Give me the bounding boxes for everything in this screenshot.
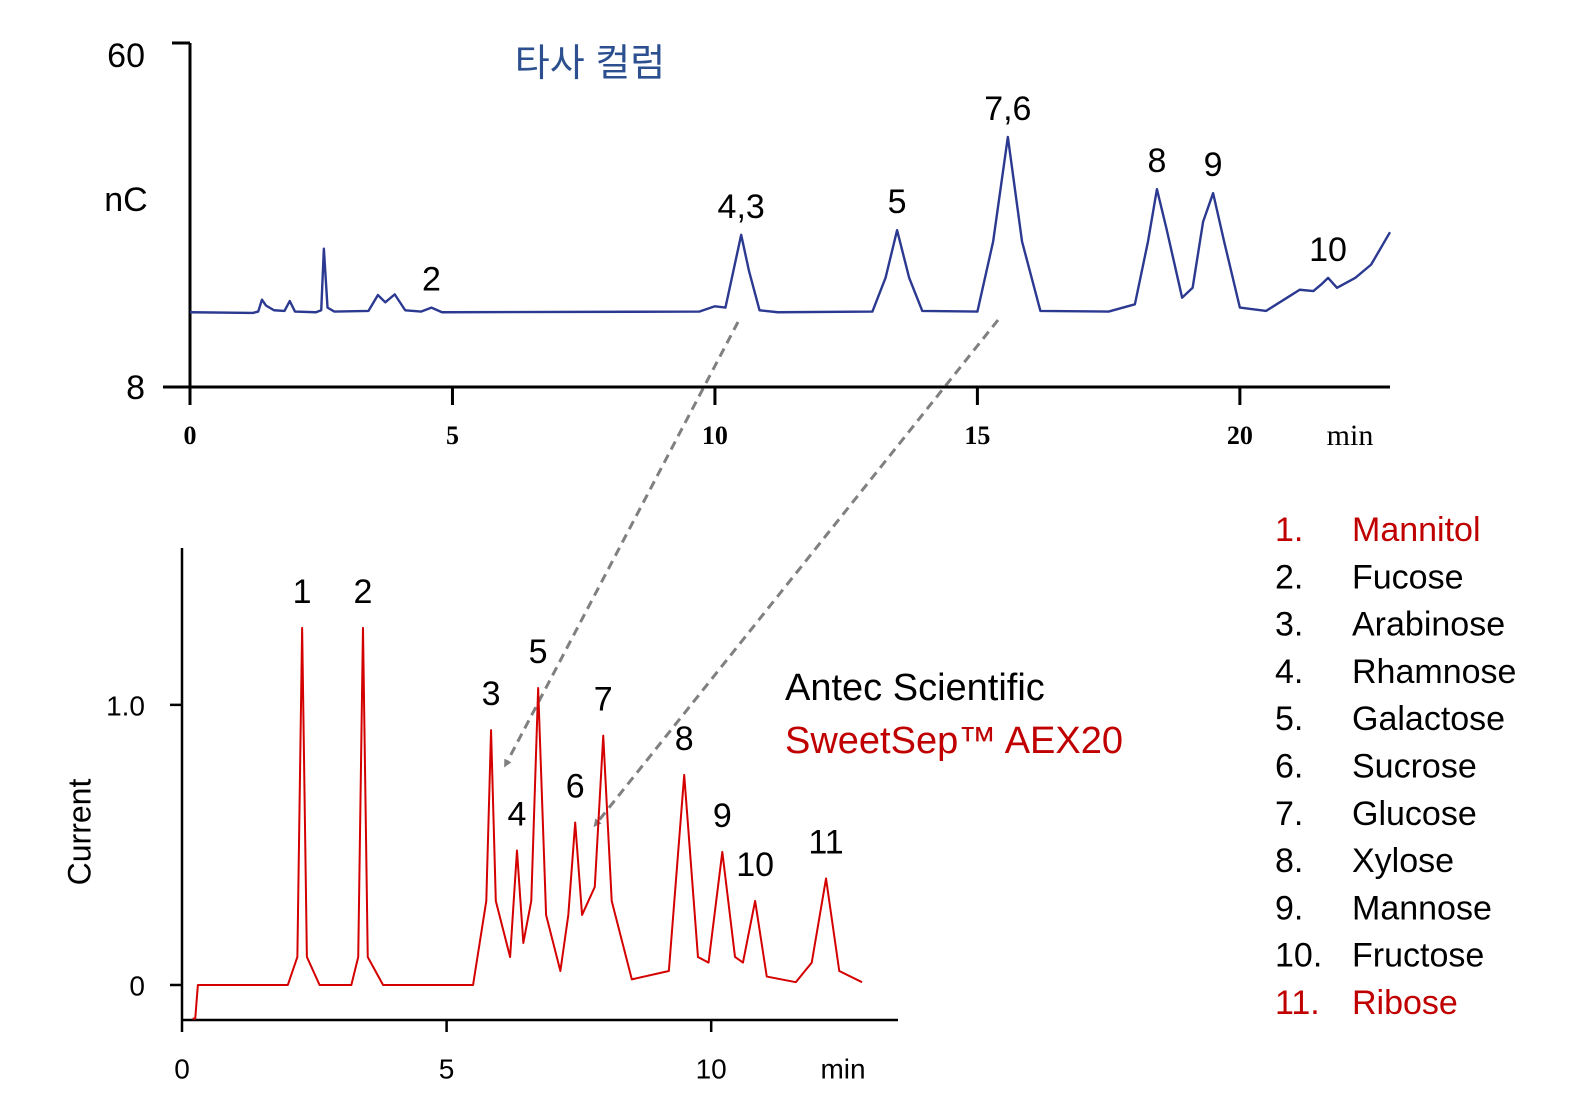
peak-label: 9	[713, 797, 732, 835]
y-tick-label: 0	[129, 970, 145, 1001]
compound-number: 10.	[1275, 937, 1322, 975]
compound-name: Glucose	[1352, 795, 1477, 833]
compound-number: 1.	[1275, 511, 1303, 549]
peak-label: 1	[293, 573, 312, 611]
y-axis-label: nC	[104, 181, 147, 219]
peak-label: 5	[529, 633, 548, 671]
maker-label: Antec Scientific	[785, 667, 1045, 709]
x-tick-label: 0	[174, 1053, 190, 1084]
compound-name: Mannitol	[1352, 511, 1481, 549]
compound-number: 2.	[1275, 558, 1303, 596]
y-axis-label: Current	[61, 779, 97, 886]
compound-name: Galactose	[1352, 700, 1505, 738]
x-axis-label: min	[1327, 419, 1374, 452]
compound-number: 6.	[1275, 747, 1303, 785]
peak-label: 8	[675, 720, 694, 758]
peak-label: 4	[508, 796, 527, 834]
compound-name: Xylose	[1352, 842, 1454, 880]
compound-number: 4.	[1275, 653, 1303, 691]
x-tick-label: 0	[184, 421, 197, 450]
peak-label: 5	[888, 183, 907, 221]
arrow	[504, 321, 740, 768]
compound-name: Sucrose	[1352, 747, 1477, 785]
x-tick-label: 20	[1227, 421, 1253, 450]
trace	[192, 626, 863, 1020]
peak-label: 9	[1204, 146, 1223, 184]
peak-label: 10	[736, 846, 774, 884]
peak-label: 7,6	[984, 90, 1031, 128]
compound-number: 9.	[1275, 889, 1303, 927]
trace	[189, 135, 1392, 315]
compound-name: Rhamnose	[1352, 653, 1516, 691]
y-tick-label: 8	[126, 369, 145, 407]
peak-label: 10	[1309, 231, 1347, 269]
y-tick-label: 1.0	[106, 690, 145, 721]
x-axis-label: min	[820, 1053, 865, 1084]
x-tick-label: 10	[702, 421, 728, 450]
compound-number: 8.	[1275, 842, 1303, 880]
peak-label: 2	[354, 573, 373, 611]
compound-name: Fucose	[1352, 558, 1464, 596]
compound-name: Ribose	[1352, 984, 1458, 1022]
peak-label: 4,3	[718, 188, 765, 226]
x-tick-label: 5	[446, 421, 459, 450]
x-tick-label: 15	[964, 421, 990, 450]
x-tick-label: 10	[696, 1053, 727, 1084]
peak-label: 8	[1147, 142, 1166, 180]
compound-name: Mannose	[1352, 889, 1492, 927]
compound-name: Arabinose	[1352, 606, 1505, 644]
arrow	[593, 319, 1000, 828]
compound-number: 5.	[1275, 700, 1303, 738]
peak-label: 3	[482, 675, 501, 713]
compound-name: Fructose	[1352, 937, 1484, 975]
peak-label: 6	[566, 768, 585, 806]
chart-title: 타사 컬럼	[515, 43, 665, 85]
y-tick-label: 60	[107, 37, 145, 75]
x-tick-label: 5	[439, 1053, 455, 1084]
peak-label: 11	[808, 824, 843, 862]
compound-number: 3.	[1275, 606, 1303, 644]
peak-label: 7	[594, 681, 613, 719]
compound-number: 7.	[1275, 795, 1303, 833]
peak-label: 2	[422, 261, 441, 299]
product-label: SweetSep™ AEX20	[785, 720, 1123, 762]
compound-number: 11.	[1275, 984, 1320, 1022]
